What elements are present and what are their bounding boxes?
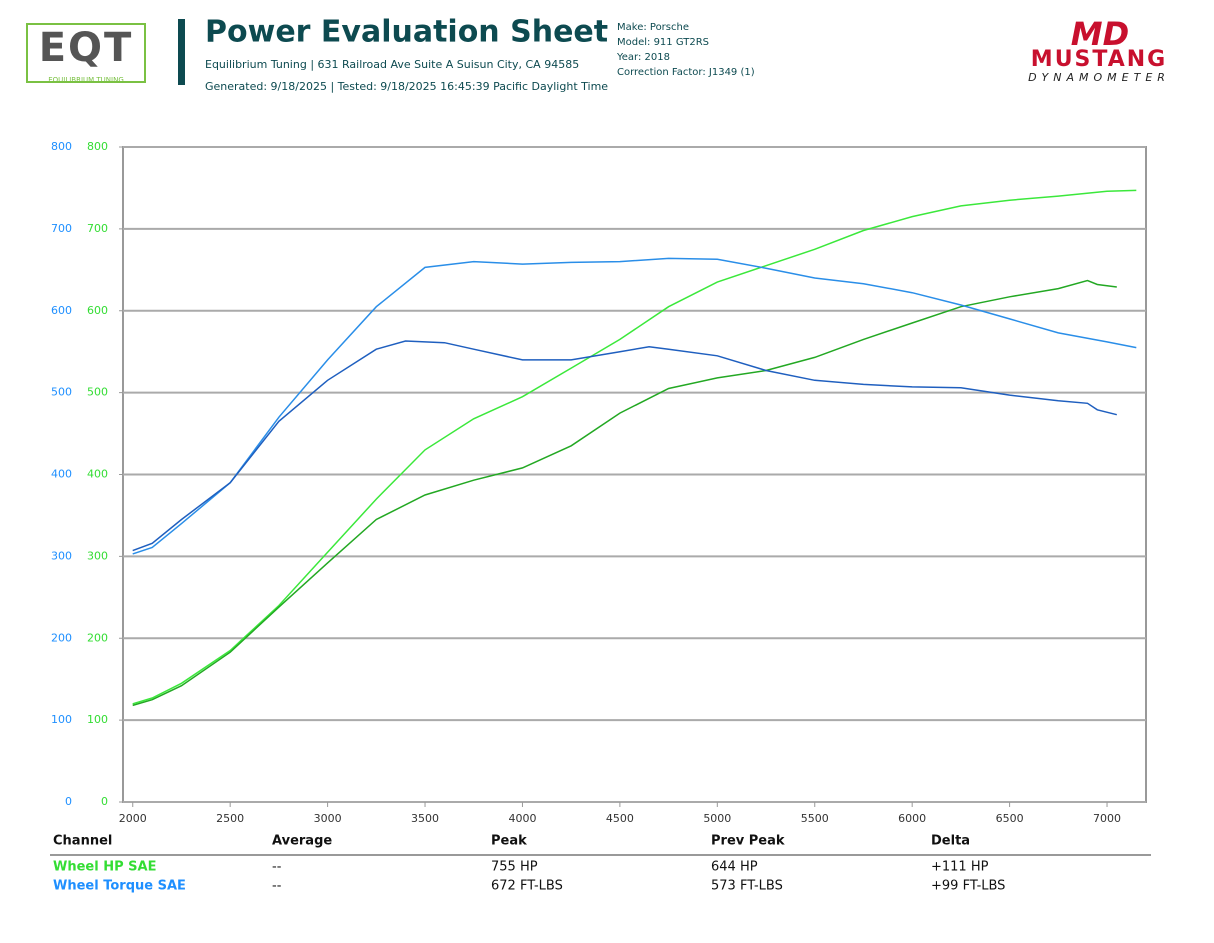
vehicle-line: Make: Porsche	[617, 22, 689, 33]
y-tick-label: 500	[51, 386, 72, 399]
header-bar	[178, 19, 185, 85]
y2-tick-label: 100	[87, 713, 108, 726]
y-tick-label: 0	[65, 795, 72, 808]
y-tick-label: 300	[51, 549, 72, 562]
series-line	[132, 340, 1117, 552]
x-tick-label: 6000	[898, 812, 926, 825]
x-tick-label: 3500	[411, 812, 439, 825]
y2-tick-label: 500	[87, 386, 108, 399]
vehicle-line: Model: 911 GT2RS	[617, 37, 709, 48]
x-tick-label: 4000	[508, 812, 536, 825]
table-cell: 644 HP	[711, 860, 758, 875]
table-header: Delta	[931, 834, 970, 849]
table-cell: 573 FT-LBS	[711, 879, 783, 894]
x-tick-label: 5500	[801, 812, 829, 825]
table-cell: 672 FT-LBS	[491, 879, 563, 894]
channel-name: Wheel Torque SAE	[53, 879, 186, 894]
logo-sub: EQUILIBRIUM TUNING	[48, 76, 124, 84]
channel-name: Wheel HP SAE	[53, 860, 156, 875]
y2-tick-label: 700	[87, 222, 108, 235]
brand-mark: MD	[1071, 15, 1129, 53]
y2-tick-label: 0	[101, 795, 108, 808]
y-tick-label: 600	[51, 304, 72, 317]
vehicle-line: Year: 2018	[616, 52, 670, 63]
x-tick-label: 6500	[996, 812, 1024, 825]
logo-frame	[26, 23, 146, 83]
y-tick-label: 100	[51, 713, 72, 726]
x-tick-label: 2000	[119, 812, 147, 825]
y-tick-label: 200	[51, 631, 72, 644]
table-cell: --	[272, 860, 282, 875]
logo-text: EQT	[39, 25, 134, 71]
series-line	[132, 189, 1137, 705]
y2-tick-label: 200	[87, 631, 108, 644]
x-tick-label: 7000	[1093, 812, 1121, 825]
y2-tick-label: 600	[87, 304, 108, 317]
address: Equilibrium Tuning | 631 Railroad Ave Su…	[205, 58, 579, 71]
plot: 0 100 200 300 400 500 600 700 800 0 100 200 300 400 50…	[51, 140, 1147, 825]
y-tick-label: 400	[51, 468, 72, 481]
table-cell: +111 HP	[931, 860, 989, 875]
series-line	[132, 257, 1137, 555]
table-header: Peak	[491, 834, 527, 849]
vehicle-line: Correction Factor: J1349 (1)	[617, 67, 755, 78]
y2-tick-label: 300	[87, 549, 108, 562]
y2-tick-label: 800	[87, 140, 108, 153]
brand-sub: DYNAMOMETER	[1028, 71, 1170, 84]
table-cell: --	[272, 879, 282, 894]
table-header: Average	[272, 834, 332, 849]
y-tick-label: 800	[51, 140, 72, 153]
x-tick-label: 2500	[216, 812, 244, 825]
generated: Generated: 9/18/2025 | Tested: 9/18/2025…	[205, 80, 608, 93]
table-cell: +99 FT-LBS	[931, 879, 1005, 894]
x-tick-label: 4500	[606, 812, 634, 825]
table-header: Channel	[53, 834, 112, 849]
y2-tick-label: 400	[87, 468, 108, 481]
table-header: Prev Peak	[711, 834, 785, 849]
table-cell: 755 HP	[491, 860, 538, 875]
y-tick-label: 700	[51, 222, 72, 235]
x-tick-label: 3000	[314, 812, 342, 825]
brand-name: MUSTANG	[1031, 47, 1167, 72]
series-line	[132, 279, 1117, 707]
x-tick-label: 5000	[703, 812, 731, 825]
table: Channel Average Peak Prev Peak Delta Wheel HP…	[50, 834, 1151, 894]
title: Power Evaluation Sheet	[205, 15, 608, 50]
